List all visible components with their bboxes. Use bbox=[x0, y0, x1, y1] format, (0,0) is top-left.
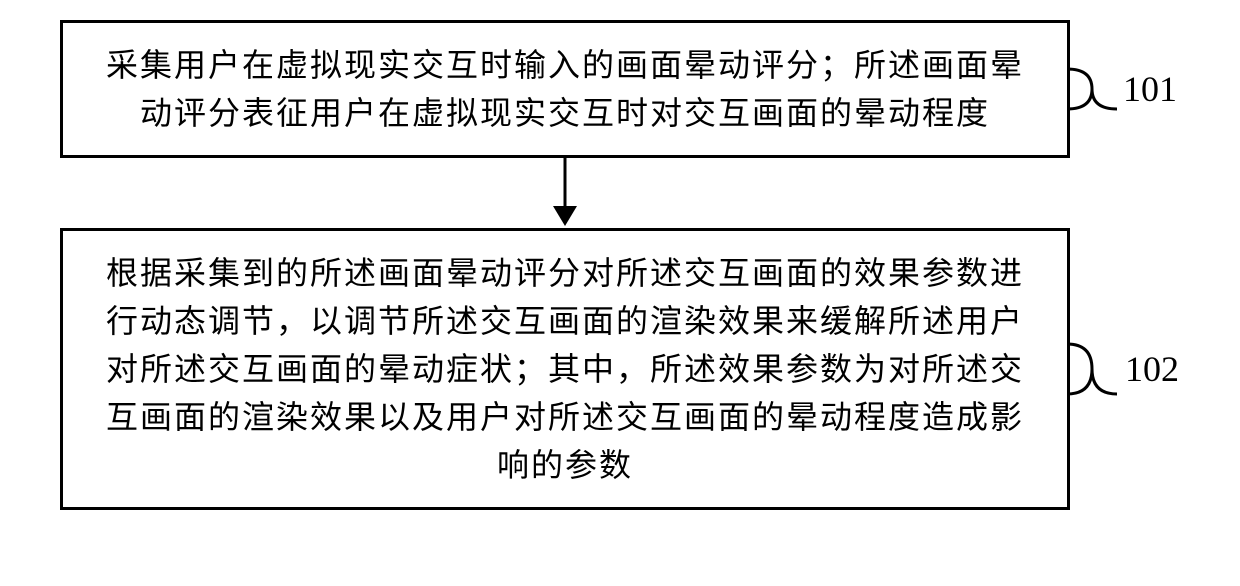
arrow-line bbox=[564, 158, 567, 208]
flow-arrow bbox=[60, 158, 1070, 228]
flow-step-101-text: 采集用户在虚拟现实交互时输入的画面晕动评分；所述画面晕动评分表征用户在虚拟现实交… bbox=[91, 41, 1039, 137]
flow-step-102-text: 根据采集到的所述画面晕动评分对所述交互画面的效果参数进行动态调节，以调节所述交互… bbox=[91, 249, 1039, 489]
flow-label-102: 102 bbox=[1125, 348, 1179, 390]
arrow-head bbox=[553, 206, 577, 226]
flow-label-101: 101 bbox=[1123, 68, 1177, 110]
connector-curve-101 bbox=[1067, 49, 1117, 129]
flowchart-container: 采集用户在虚拟现实交互时输入的画面晕动评分；所述画面晕动评分表征用户在虚拟现实交… bbox=[50, 20, 1190, 510]
flow-step-102: 根据采集到的所述画面晕动评分对所述交互画面的效果参数进行动态调节，以调节所述交互… bbox=[60, 228, 1070, 510]
flow-step-101: 采集用户在虚拟现实交互时输入的画面晕动评分；所述画面晕动评分表征用户在虚拟现实交… bbox=[60, 20, 1070, 158]
connector-curve-102 bbox=[1067, 319, 1117, 419]
